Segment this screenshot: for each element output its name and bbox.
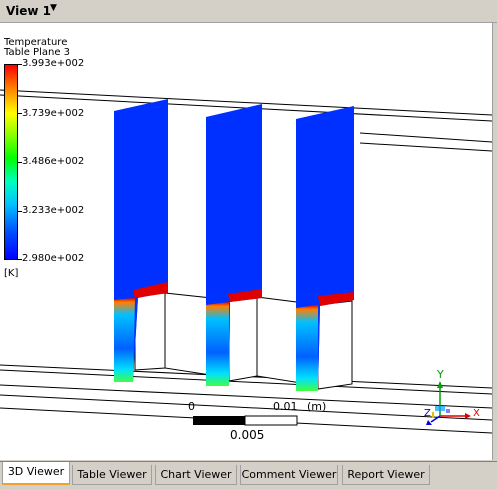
legend-value: 3.486e+002 [22,156,85,167]
legend-value: 2.980e+002 [22,253,85,264]
legend-unit: [K] [4,268,19,279]
scale-label-max: 0.01 [273,400,298,413]
tab-3d-viewer[interactable]: 3D Viewer [2,462,70,485]
legend-subtitle: Table Plane 3 [4,47,71,58]
block-3 [317,300,353,390]
contour-panel-3 [296,106,354,391]
legend-tick [18,113,22,114]
axis-triad [426,381,471,425]
view-title: View 1 [6,4,51,18]
3d-viewport[interactable]: Temperature Table Plane 3 3.993e+002 3.7… [0,23,492,460]
tab-chart-viewer[interactable]: Chart Viewer [155,465,237,485]
contour-panel-2 [206,104,262,386]
tab-table-viewer[interactable]: Table Viewer [72,465,152,485]
tab-comment-viewer[interactable]: Comment Viewer [240,465,338,485]
axis-label-y: Y [437,368,444,381]
tab-report-viewer[interactable]: Report Viewer [342,465,430,485]
legend-title: Temperature [4,37,68,48]
frame-line [359,132,492,143]
scale-label-mid: 0.005 [230,428,265,442]
scale-label-zero: 0 [188,400,195,413]
frame-line [0,384,492,409]
axis-label-x: X [473,408,480,419]
contour-panel-1 [114,99,168,382]
view-header: View 1 ▼ [0,0,497,23]
temperature-contour-scene [0,89,492,434]
legend-tick [18,259,22,260]
legend-value: 3.233e+002 [22,205,85,216]
view-dropdown-icon[interactable]: ▼ [50,3,57,13]
legend-value: 3.993e+002 [22,58,85,69]
legend-tick [18,211,22,212]
frame-line [359,142,492,152]
viewer-tab-bar: 3D Viewer Table Viewer Chart Viewer Comm… [0,461,497,489]
color-legend-bar [4,64,18,260]
viewport-scrollbar[interactable] [492,23,497,460]
legend-value: 3.739e+002 [22,108,85,119]
axis-label-z: Z [424,408,431,419]
scale-label-unit: (m) [307,400,327,413]
legend-tick [18,162,22,163]
frame-line [0,89,492,116]
scale-bar [193,415,298,426]
frame-line [0,369,492,395]
legend-tick [18,64,22,65]
frame-line [0,394,492,421]
